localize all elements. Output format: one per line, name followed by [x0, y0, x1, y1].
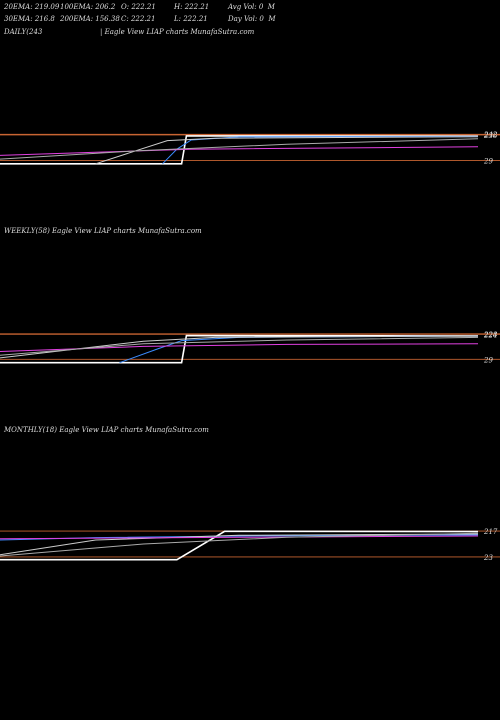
- monthly-level-label: 23: [483, 554, 493, 562]
- low-readout: L: 222.21: [174, 15, 208, 23]
- daily-level-label: 236: [483, 132, 498, 140]
- daily-caption-left: DAILY(243: [4, 28, 43, 36]
- ema200-readout: 200EMA: 156.38: [60, 15, 120, 23]
- monthly-caption-text: MONTHLY(18) Eagle View LIAP charts Munaf…: [4, 426, 209, 434]
- header-row-2: 30EMA: 216.8 200EMA: 156.38 C: 222.21 L:…: [4, 15, 494, 24]
- avg-vol-readout: Avg Vol: 0 M: [228, 3, 275, 11]
- weekly-caption-text: WEEKLY(58) Eagle View LIAP charts Munafa…: [4, 227, 202, 235]
- monthly-level-label: 217: [483, 528, 498, 536]
- daily-ema200-line: [0, 138, 479, 160]
- ema20-readout: 20EMA: 219.09: [4, 3, 60, 11]
- weekly-level-label: 228: [483, 331, 498, 339]
- weekly-ema100-line: [0, 343, 479, 352]
- high-readout: H: 222.21: [174, 3, 210, 11]
- ema30-readout: 30EMA: 216.8: [4, 15, 55, 23]
- weekly-level-label: 29: [483, 356, 493, 364]
- ema100-readout: 100EMA: 206.2: [60, 3, 116, 11]
- daily-price-line: [0, 135, 479, 165]
- monthly-caption: MONTHLY(18) Eagle View LIAP charts Munaf…: [4, 426, 209, 434]
- daily-ema100-line: [0, 146, 479, 156]
- close-readout: C: 222.21: [121, 15, 156, 23]
- weekly-price-line: [0, 334, 479, 364]
- header-row-1: 20EMA: 219.09 100EMA: 206.2 O: 222.21 H:…: [4, 3, 494, 12]
- daily-caption: DAILY(243 | Eagle View LIAP charts Munaf…: [4, 28, 304, 37]
- daily-level-label: 29: [483, 157, 493, 165]
- monthly-price-line: [0, 530, 479, 561]
- daily-ema30-line: [95, 136, 479, 165]
- day-vol-readout: Day Vol: 0 M: [228, 15, 276, 23]
- weekly-ema30-line: [0, 335, 479, 359]
- open-readout: O: 222.21: [121, 3, 156, 11]
- daily-caption-right: | Eagle View LIAP charts MunafaSutra.com: [100, 28, 255, 36]
- daily-ema20-line: [162, 135, 479, 165]
- weekly-level-label: 224: [483, 331, 497, 339]
- monthly-ema100-line: [0, 535, 479, 540]
- weekly-ema200-line: [0, 336, 479, 356]
- monthly-ema200-line: [0, 532, 479, 557]
- monthly-chart: 217 23: [0, 528, 500, 562]
- weekly-caption: WEEKLY(58) Eagle View LIAP charts Munafa…: [4, 227, 202, 235]
